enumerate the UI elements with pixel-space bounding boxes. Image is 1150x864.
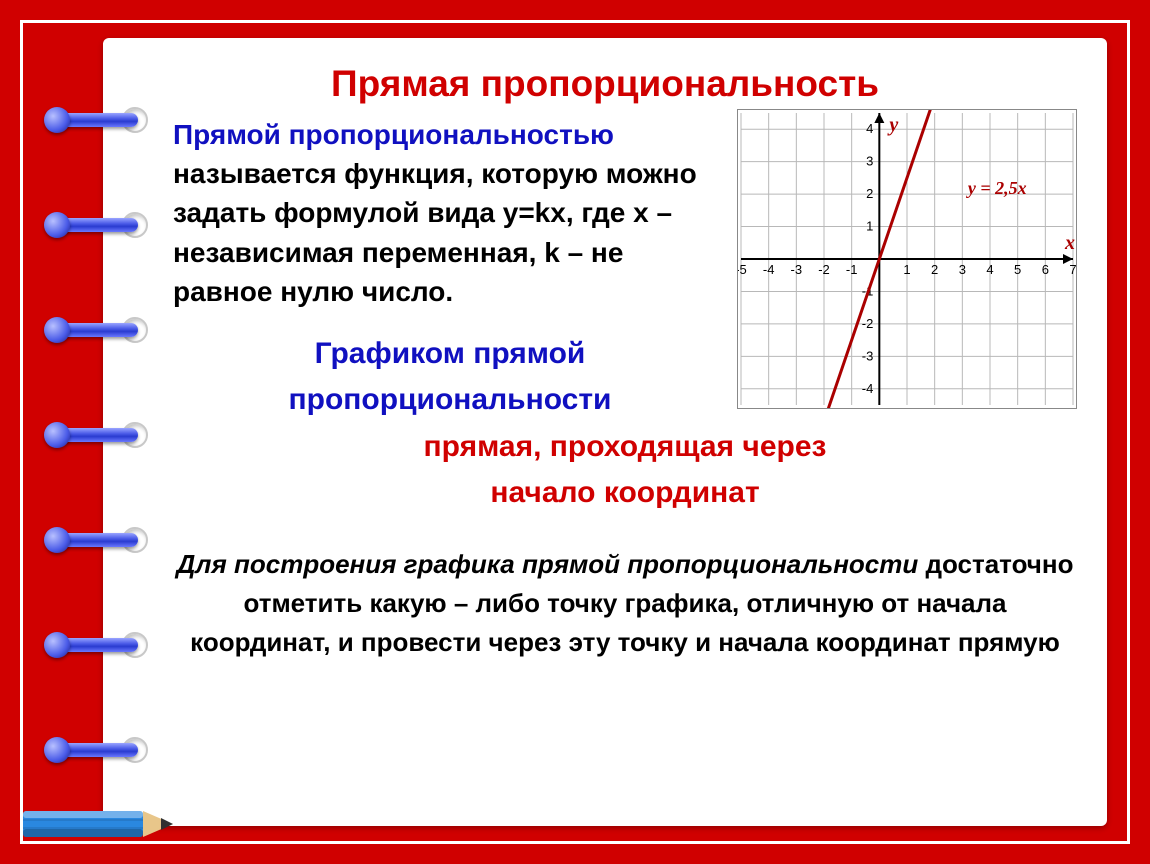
svg-text:-3: -3 — [862, 348, 874, 363]
definition-lead: Прямой пропорциональностью — [173, 119, 614, 150]
definition-rest: называется функция, которую можно задать… — [173, 158, 697, 307]
binder-ring — [48, 313, 148, 347]
mid-line3: прямая, проходящая через — [424, 430, 827, 463]
proportionality-chart: -5-4-3-2-11234567-4-3-2-11234xyy = 2,5x — [737, 109, 1077, 409]
binder-ring — [48, 208, 148, 242]
svg-text:4: 4 — [866, 121, 873, 136]
svg-text:6: 6 — [1042, 262, 1049, 277]
svg-text:y = 2,5x: y = 2,5x — [966, 178, 1027, 198]
pencil-icon — [23, 805, 183, 843]
svg-text:-2: -2 — [818, 262, 830, 277]
svg-text:3: 3 — [959, 262, 966, 277]
svg-text:5: 5 — [1014, 262, 1021, 277]
chart-container: -5-4-3-2-11234567-4-3-2-11234xyy = 2,5x — [737, 109, 1077, 414]
construction-paragraph: Для построения графика прямой пропорцион… — [173, 545, 1077, 662]
svg-text:-3: -3 — [791, 262, 803, 277]
svg-text:y: y — [887, 114, 898, 136]
svg-text:-4: -4 — [862, 381, 874, 396]
svg-text:-5: -5 — [737, 262, 747, 277]
notebook-page: Прямая пропорциональность -5 -4 -3 -2 -1 1 2 3 4… — [103, 38, 1107, 826]
svg-text:-2: -2 — [862, 316, 874, 331]
binder-ring — [48, 418, 148, 452]
svg-text:1: 1 — [903, 262, 910, 277]
svg-text:-1: -1 — [846, 262, 858, 277]
mid-line1: Графиком прямой — [315, 337, 586, 370]
svg-text:4: 4 — [986, 262, 993, 277]
svg-text:x: x — [1064, 232, 1075, 254]
binder-ring — [48, 733, 148, 767]
outer-frame: Прямая пропорциональность -5 -4 -3 -2 -1 1 2 3 4… — [20, 20, 1130, 844]
foot-ital: Для построения графика прямой пропорцион… — [177, 549, 919, 579]
svg-text:7: 7 — [1069, 262, 1076, 277]
svg-text:-4: -4 — [763, 262, 775, 277]
title-text: Прямая пропорциональность — [331, 63, 879, 104]
binder-ring — [48, 628, 148, 662]
foot-line3: и начала координат прямую — [695, 627, 1060, 657]
svg-text:1: 1 — [866, 219, 873, 234]
svg-text:2: 2 — [931, 262, 938, 277]
svg-text:3: 3 — [866, 154, 873, 169]
mid-line4: начало координат — [490, 476, 759, 509]
mid-line2: пропорциональности — [289, 383, 612, 416]
binder-ring — [48, 523, 148, 557]
page-title: Прямая пропорциональность — [133, 63, 1077, 105]
binder-ring — [48, 103, 148, 137]
svg-text:2: 2 — [866, 186, 873, 201]
